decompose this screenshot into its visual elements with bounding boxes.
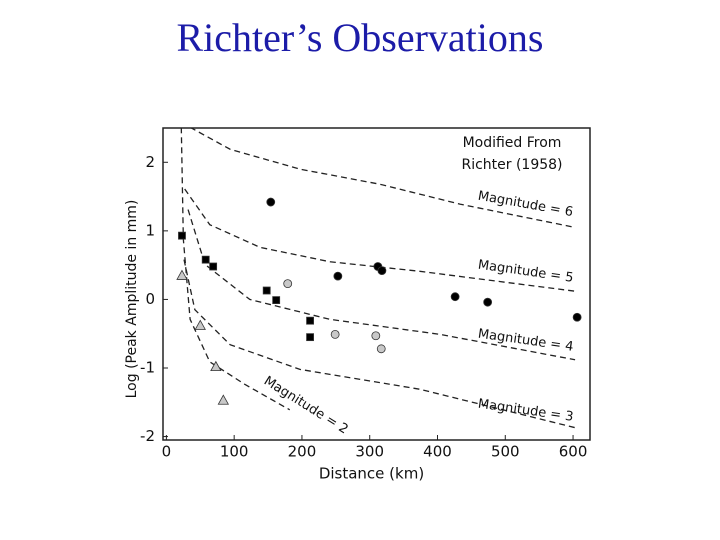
x-tick-label: 0 [162,443,172,461]
point [572,312,582,322]
point [201,255,210,264]
point [272,296,281,305]
point [266,197,276,207]
point [178,231,186,240]
point [176,269,188,280]
magnitude-curve [184,188,576,292]
point [330,329,340,339]
point [333,271,343,281]
magnitude-curve [183,259,576,429]
point [194,319,206,330]
x-axis-label: Distance (km) [319,465,424,483]
point [210,360,222,372]
point [262,286,271,295]
annotation: Richter (1958) [461,157,562,173]
point [283,279,293,289]
x-tick-label: 500 [491,443,520,461]
curve-label: Magnitude = 5 [477,258,574,286]
y-tick-label: 1 [145,221,155,239]
point [371,331,381,341]
point [450,292,460,302]
point [306,316,314,325]
curve-label: Magnitude = 6 [477,189,574,220]
x-tick-label: 400 [423,443,452,461]
y-axis-label: Log (Peak Amplitude in mm) [124,200,140,399]
plot-frame [162,127,591,441]
curve-label: Magnitude = 2 [261,374,351,438]
curve-label: Magnitude = 3 [477,397,574,425]
point [377,266,387,276]
x-tick-label: 100 [220,443,249,461]
magnitude-curve [187,209,576,361]
point [483,297,493,307]
point [306,333,314,342]
slide-title: Richter’s Observations [176,15,544,60]
y-tick-label: -2 [140,427,155,445]
x-tick-label: 200 [288,443,317,461]
magnitude-curve [180,128,291,411]
annotation: Modified From [463,135,562,151]
point [376,344,386,354]
point [217,394,230,405]
x-tick-label: 300 [355,443,384,461]
y-tick-label: 2 [145,153,155,171]
point [209,262,218,271]
y-tick-label: -1 [140,359,155,377]
x-tick-label: 600 [559,443,588,461]
y-tick-label: 0 [145,290,155,308]
magnitude-curve [190,128,576,229]
